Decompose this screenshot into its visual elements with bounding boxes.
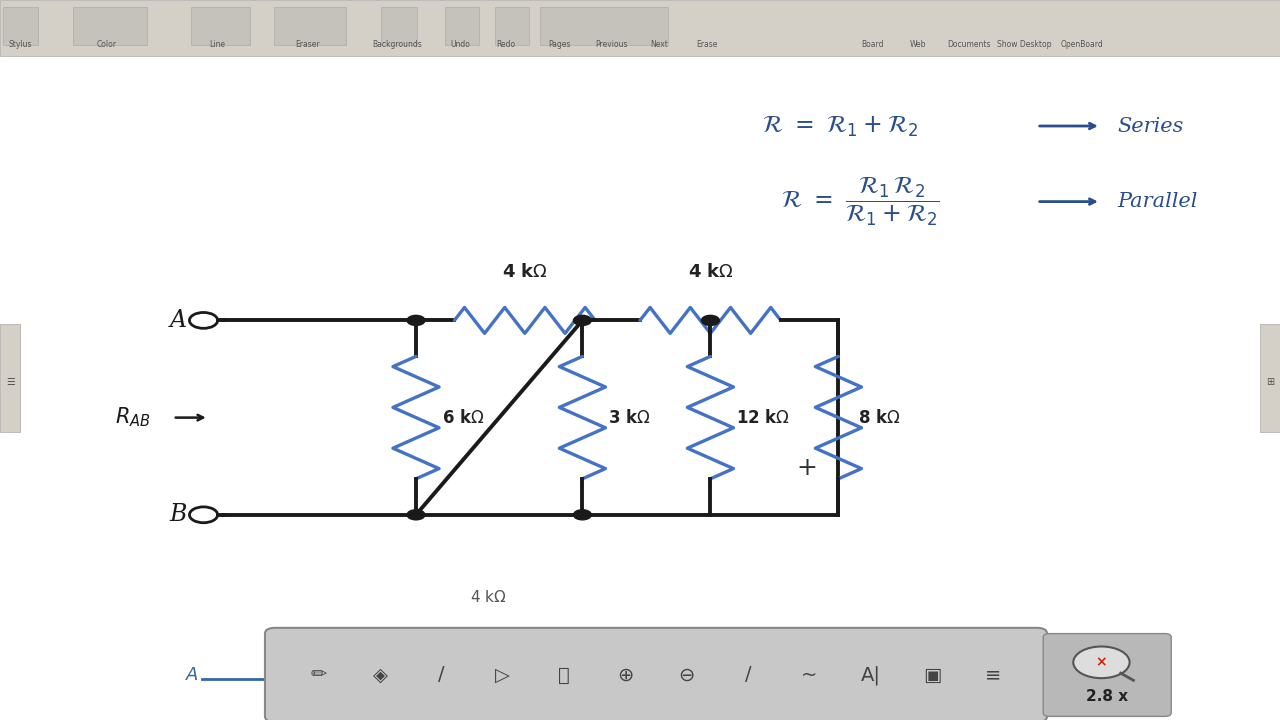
Text: Previous: Previous [595,40,628,49]
Text: ✋: ✋ [558,665,570,685]
Text: Undo: Undo [451,40,471,49]
Text: Web: Web [910,40,925,49]
Text: ☰: ☰ [6,377,14,387]
Text: Stylus: Stylus [9,40,32,49]
Text: ✏: ✏ [311,665,326,685]
Text: Next: Next [650,40,668,49]
Text: Erase: Erase [696,40,717,49]
Text: Board: Board [861,40,884,49]
Text: ×: × [1096,655,1107,670]
Text: Backgrounds: Backgrounds [372,40,421,49]
FancyBboxPatch shape [1043,634,1171,716]
Circle shape [701,315,719,325]
Circle shape [407,315,425,325]
Text: Parallel: Parallel [1117,192,1198,211]
Text: 4 k$\Omega$: 4 k$\Omega$ [502,263,548,281]
Circle shape [1073,647,1129,678]
Text: ⊞: ⊞ [1266,377,1274,387]
Circle shape [573,315,591,325]
Bar [381,7,417,45]
FancyBboxPatch shape [265,628,1047,720]
Text: Documents: Documents [947,40,991,49]
Bar [495,7,529,45]
Text: Series: Series [1117,117,1184,135]
Text: A|: A| [860,665,881,685]
Text: 8 k$\Omega$: 8 k$\Omega$ [858,408,900,426]
Text: $\mathcal{R}\ =\ \mathcal{R}_1 + \mathcal{R}_2$: $\mathcal{R}\ =\ \mathcal{R}_1 + \mathca… [762,113,918,138]
Circle shape [573,510,591,520]
Bar [1260,324,1280,432]
Text: /: / [745,665,751,685]
Text: ⊕: ⊕ [617,665,634,685]
Text: ◈: ◈ [372,665,388,685]
Text: ▣: ▣ [923,665,941,685]
Text: 4 k$\Omega$: 4 k$\Omega$ [470,589,507,605]
Text: Eraser: Eraser [294,40,320,49]
Text: ▷: ▷ [495,665,511,685]
Text: +: + [796,456,817,480]
Text: Line: Line [210,40,225,49]
Bar [274,7,346,45]
Text: 4 k$\Omega$: 4 k$\Omega$ [687,263,733,281]
Text: 2.8 x: 2.8 x [1087,688,1128,703]
Text: Show Desktop: Show Desktop [997,40,1051,49]
Bar [191,7,250,45]
Text: /: / [438,665,444,685]
Bar [73,7,147,45]
Bar [445,7,479,45]
Bar [0,324,20,432]
Text: ⊖: ⊖ [678,665,695,685]
Bar [0,0,1280,56]
Text: A: A [186,666,198,684]
Text: OpenBoard: OpenBoard [1060,40,1103,49]
Text: Pages: Pages [548,40,571,49]
Text: 6 k$\Omega$: 6 k$\Omega$ [442,408,484,426]
Text: ≡: ≡ [986,665,1001,685]
Bar [540,7,668,45]
Text: Color: Color [96,40,116,49]
Circle shape [407,510,425,520]
Text: ~: ~ [801,665,818,685]
Text: 12 k$\Omega$: 12 k$\Omega$ [736,408,790,426]
Text: Redo: Redo [497,40,515,49]
Text: $R_{AB}$: $R_{AB}$ [115,406,151,429]
Text: A: A [170,309,187,332]
Text: B: B [169,503,187,526]
Text: $\mathcal{R}\ =\ \dfrac{\mathcal{R}_1\,\mathcal{R}_2}{\mathcal{R}_1+\mathcal{R}_: $\mathcal{R}\ =\ \dfrac{\mathcal{R}_1\,\… [781,175,940,228]
Text: 3 k$\Omega$: 3 k$\Omega$ [608,408,650,426]
Bar [3,7,38,45]
